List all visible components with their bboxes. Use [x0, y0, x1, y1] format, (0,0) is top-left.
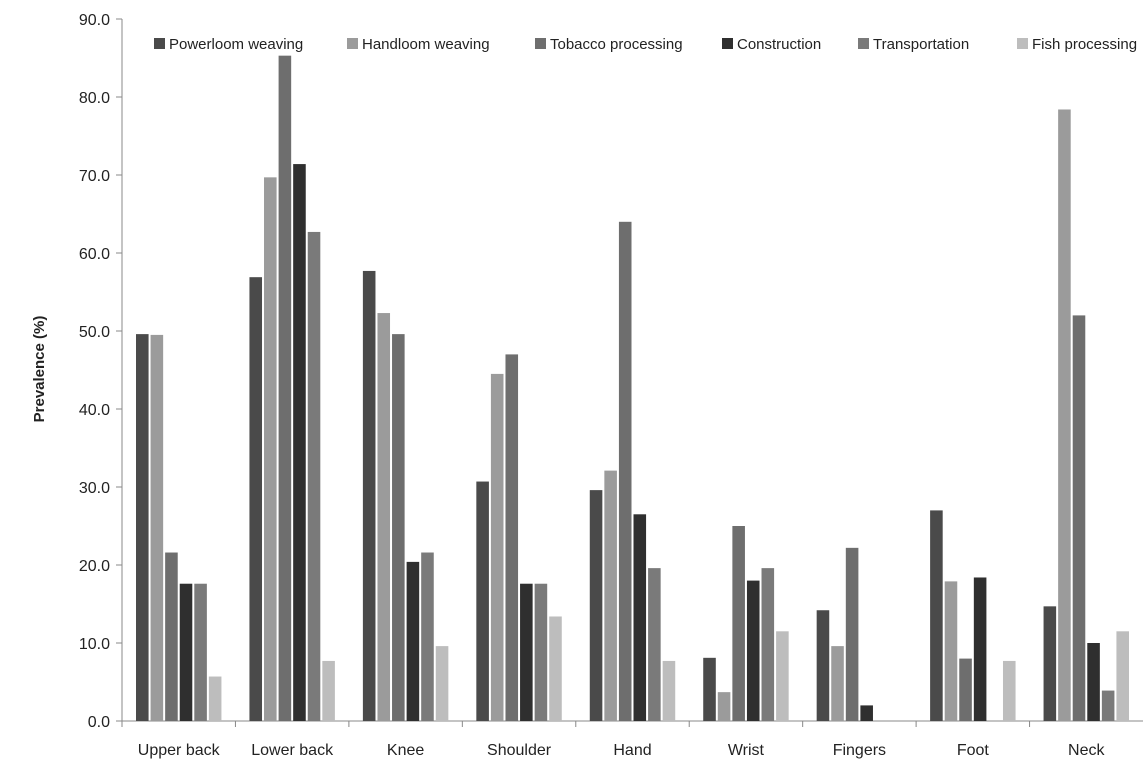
- bar: [816, 610, 830, 721]
- bar: [831, 646, 844, 721]
- y-tick-label: 60.0: [79, 246, 110, 263]
- legend-swatch: [1017, 38, 1028, 49]
- legend-swatch: [858, 38, 869, 49]
- bar: [732, 526, 745, 721]
- x-tick-label: Upper back: [138, 742, 221, 759]
- x-tick-label: Lower back: [251, 742, 334, 759]
- legend-label: Powerloom weaving: [169, 36, 303, 53]
- bar: [194, 583, 207, 721]
- bar: [505, 354, 519, 721]
- y-tick-label: 80.0: [79, 90, 110, 107]
- bar: [362, 270, 376, 721]
- bar: [703, 657, 716, 721]
- legend-label: Tobacco processing: [550, 36, 683, 53]
- legend-label: Fish processing: [1032, 36, 1137, 53]
- bar: [490, 373, 504, 721]
- y-tick-label: 10.0: [79, 636, 110, 653]
- bar: [1002, 660, 1016, 721]
- bar: [959, 658, 972, 721]
- bar: [435, 646, 449, 721]
- legend-label: Handloom weaving: [362, 36, 490, 53]
- bar: [208, 676, 222, 721]
- bar: [406, 561, 420, 721]
- x-tick-label: Fingers: [833, 742, 886, 759]
- bar: [322, 660, 335, 721]
- bar: [944, 581, 958, 721]
- bar: [377, 313, 391, 721]
- bar: [150, 334, 164, 721]
- bar: [717, 692, 731, 721]
- bar: [136, 334, 149, 721]
- bar: [249, 277, 263, 721]
- bar: [930, 510, 943, 721]
- legend-swatch: [722, 38, 733, 49]
- bar: [1072, 315, 1086, 721]
- legend-label: Construction: [737, 36, 821, 53]
- bar: [633, 514, 647, 721]
- bar: [179, 583, 193, 721]
- bar: [973, 577, 987, 721]
- bar: [1101, 690, 1115, 721]
- bar: [1087, 643, 1100, 721]
- x-tick-label: Knee: [387, 742, 424, 759]
- legend-swatch: [154, 38, 165, 49]
- x-tick-label: Shoulder: [487, 742, 552, 759]
- bar: [307, 231, 321, 721]
- x-tick-label: Foot: [957, 742, 990, 759]
- x-tick-label: Neck: [1068, 742, 1105, 759]
- bar: [604, 470, 617, 721]
- bar: [662, 660, 676, 721]
- bar: [1043, 606, 1057, 721]
- bar: [648, 568, 661, 721]
- bar: [845, 547, 859, 721]
- x-tick-label: Hand: [613, 742, 651, 759]
- legend-swatch: [347, 38, 358, 49]
- y-tick-label: 70.0: [79, 168, 110, 185]
- y-tick-label: 40.0: [79, 402, 110, 419]
- bar: [1116, 631, 1129, 721]
- y-axis-title-group: Prevalence (%): [31, 316, 48, 423]
- bar: [165, 552, 178, 721]
- legend: Powerloom weaving Handloom weaving Tobacco…: [154, 36, 1137, 53]
- bar: [549, 616, 562, 721]
- bar: [1058, 109, 1071, 722]
- bar: [761, 568, 775, 721]
- axes: 0.0 10.0 20.0 30.0 40.0 50.0 60.0 70.0 80.0 90.0 U…: [79, 12, 1143, 759]
- y-tick-label: 50.0: [79, 324, 110, 341]
- bar: [520, 583, 533, 721]
- bar: [293, 164, 306, 721]
- bar: [534, 583, 548, 721]
- bar: [476, 481, 489, 721]
- y-axis-title: Prevalence (%): [31, 316, 48, 423]
- legend-swatch: [535, 38, 546, 49]
- bar: [618, 221, 632, 722]
- bar: [860, 705, 873, 721]
- bar: [746, 580, 760, 721]
- bar: [421, 552, 434, 721]
- y-tick-label: 90.0: [79, 12, 110, 29]
- bar: [776, 631, 789, 721]
- x-tick-label: Wrist: [728, 742, 765, 759]
- y-tick-label: 30.0: [79, 480, 110, 497]
- bar: [264, 177, 277, 722]
- legend-label: Transportation: [873, 36, 969, 53]
- y-tick-label: 20.0: [79, 558, 110, 575]
- bar: [278, 55, 292, 722]
- bar: [392, 334, 405, 721]
- y-tick-label: 0.0: [88, 714, 110, 731]
- bar: [589, 490, 603, 721]
- bars-layer: [136, 55, 1129, 722]
